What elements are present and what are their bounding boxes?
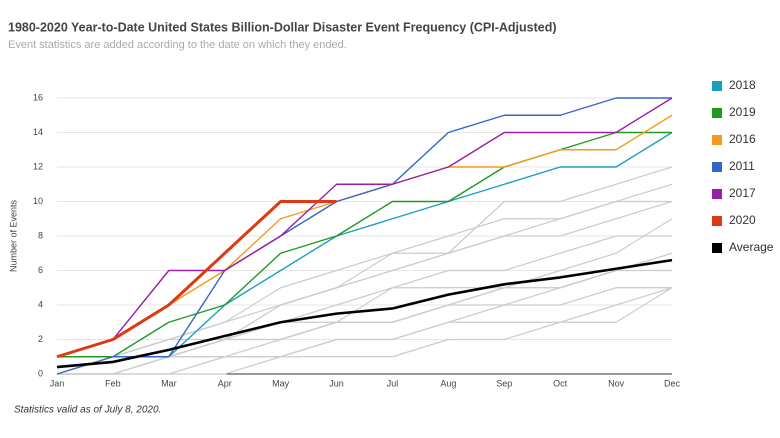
legend-swatch <box>712 243 722 253</box>
x-tick-label: Apr <box>218 378 232 388</box>
x-tick-label: Jun <box>329 378 344 388</box>
series-line <box>56 258 673 369</box>
x-tick-label: Mar <box>161 378 177 388</box>
legend-swatch <box>712 189 722 199</box>
y-tick-label: 0 <box>38 368 43 378</box>
legend-swatch <box>712 81 722 91</box>
x-tick-label: Jul <box>387 378 399 388</box>
legend-swatch <box>712 108 722 118</box>
legend-label: 2016 <box>729 132 756 146</box>
background-line <box>57 200 672 358</box>
x-tick-label: Sep <box>496 378 512 388</box>
legend-label: 2011 <box>729 159 755 173</box>
legend-label: 2017 <box>729 186 756 200</box>
y-tick-label: 10 <box>33 196 43 206</box>
series-line <box>56 97 673 358</box>
y-tick-label: 2 <box>38 334 43 344</box>
x-tick-label: Aug <box>440 378 456 388</box>
y-tick-label: 12 <box>33 161 43 171</box>
x-tick-label: Dec <box>664 378 681 388</box>
series-line <box>56 97 672 375</box>
x-tick-label: Jan <box>50 378 65 388</box>
legend-swatch <box>712 135 722 145</box>
x-tick-label: May <box>272 378 290 388</box>
y-tick-label: 4 <box>38 299 43 309</box>
series-line <box>57 131 673 358</box>
y-tick-label: 16 <box>33 92 43 102</box>
background-line <box>57 269 672 358</box>
y-tick-label: 6 <box>38 265 43 275</box>
chart-title: 1980-2020 Year-to-Date United States Bil… <box>8 20 557 34</box>
legend-swatch <box>712 216 722 226</box>
series-line <box>57 131 672 358</box>
legend-label: 2019 <box>729 105 756 119</box>
chart-subtitle: Event statistics are added according to … <box>8 39 347 51</box>
footnote: Statistics valid as of July 8, 2020. <box>14 405 161 416</box>
x-tick-label: Feb <box>105 378 121 388</box>
x-tick-label: Nov <box>608 378 625 388</box>
y-tick-label: 14 <box>33 127 43 137</box>
background-line <box>57 287 673 375</box>
series-line <box>56 200 337 359</box>
background-line <box>57 218 673 375</box>
x-tick-label: Oct <box>553 378 568 388</box>
legend-label: 2018 <box>729 78 756 92</box>
background-line <box>57 252 673 375</box>
legend-label: 2020 <box>729 213 756 227</box>
legend-swatch <box>712 162 722 172</box>
legend-label: Average <box>729 240 774 254</box>
background-line <box>57 252 673 375</box>
background-line <box>57 287 673 375</box>
y-axis-label: Number of Events <box>8 199 18 272</box>
y-tick-label: 8 <box>38 230 43 240</box>
